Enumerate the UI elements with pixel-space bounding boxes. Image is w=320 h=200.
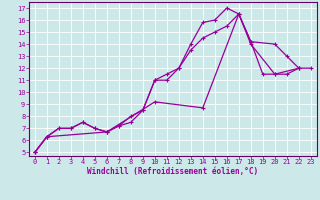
X-axis label: Windchill (Refroidissement éolien,°C): Windchill (Refroidissement éolien,°C) [87,167,258,176]
